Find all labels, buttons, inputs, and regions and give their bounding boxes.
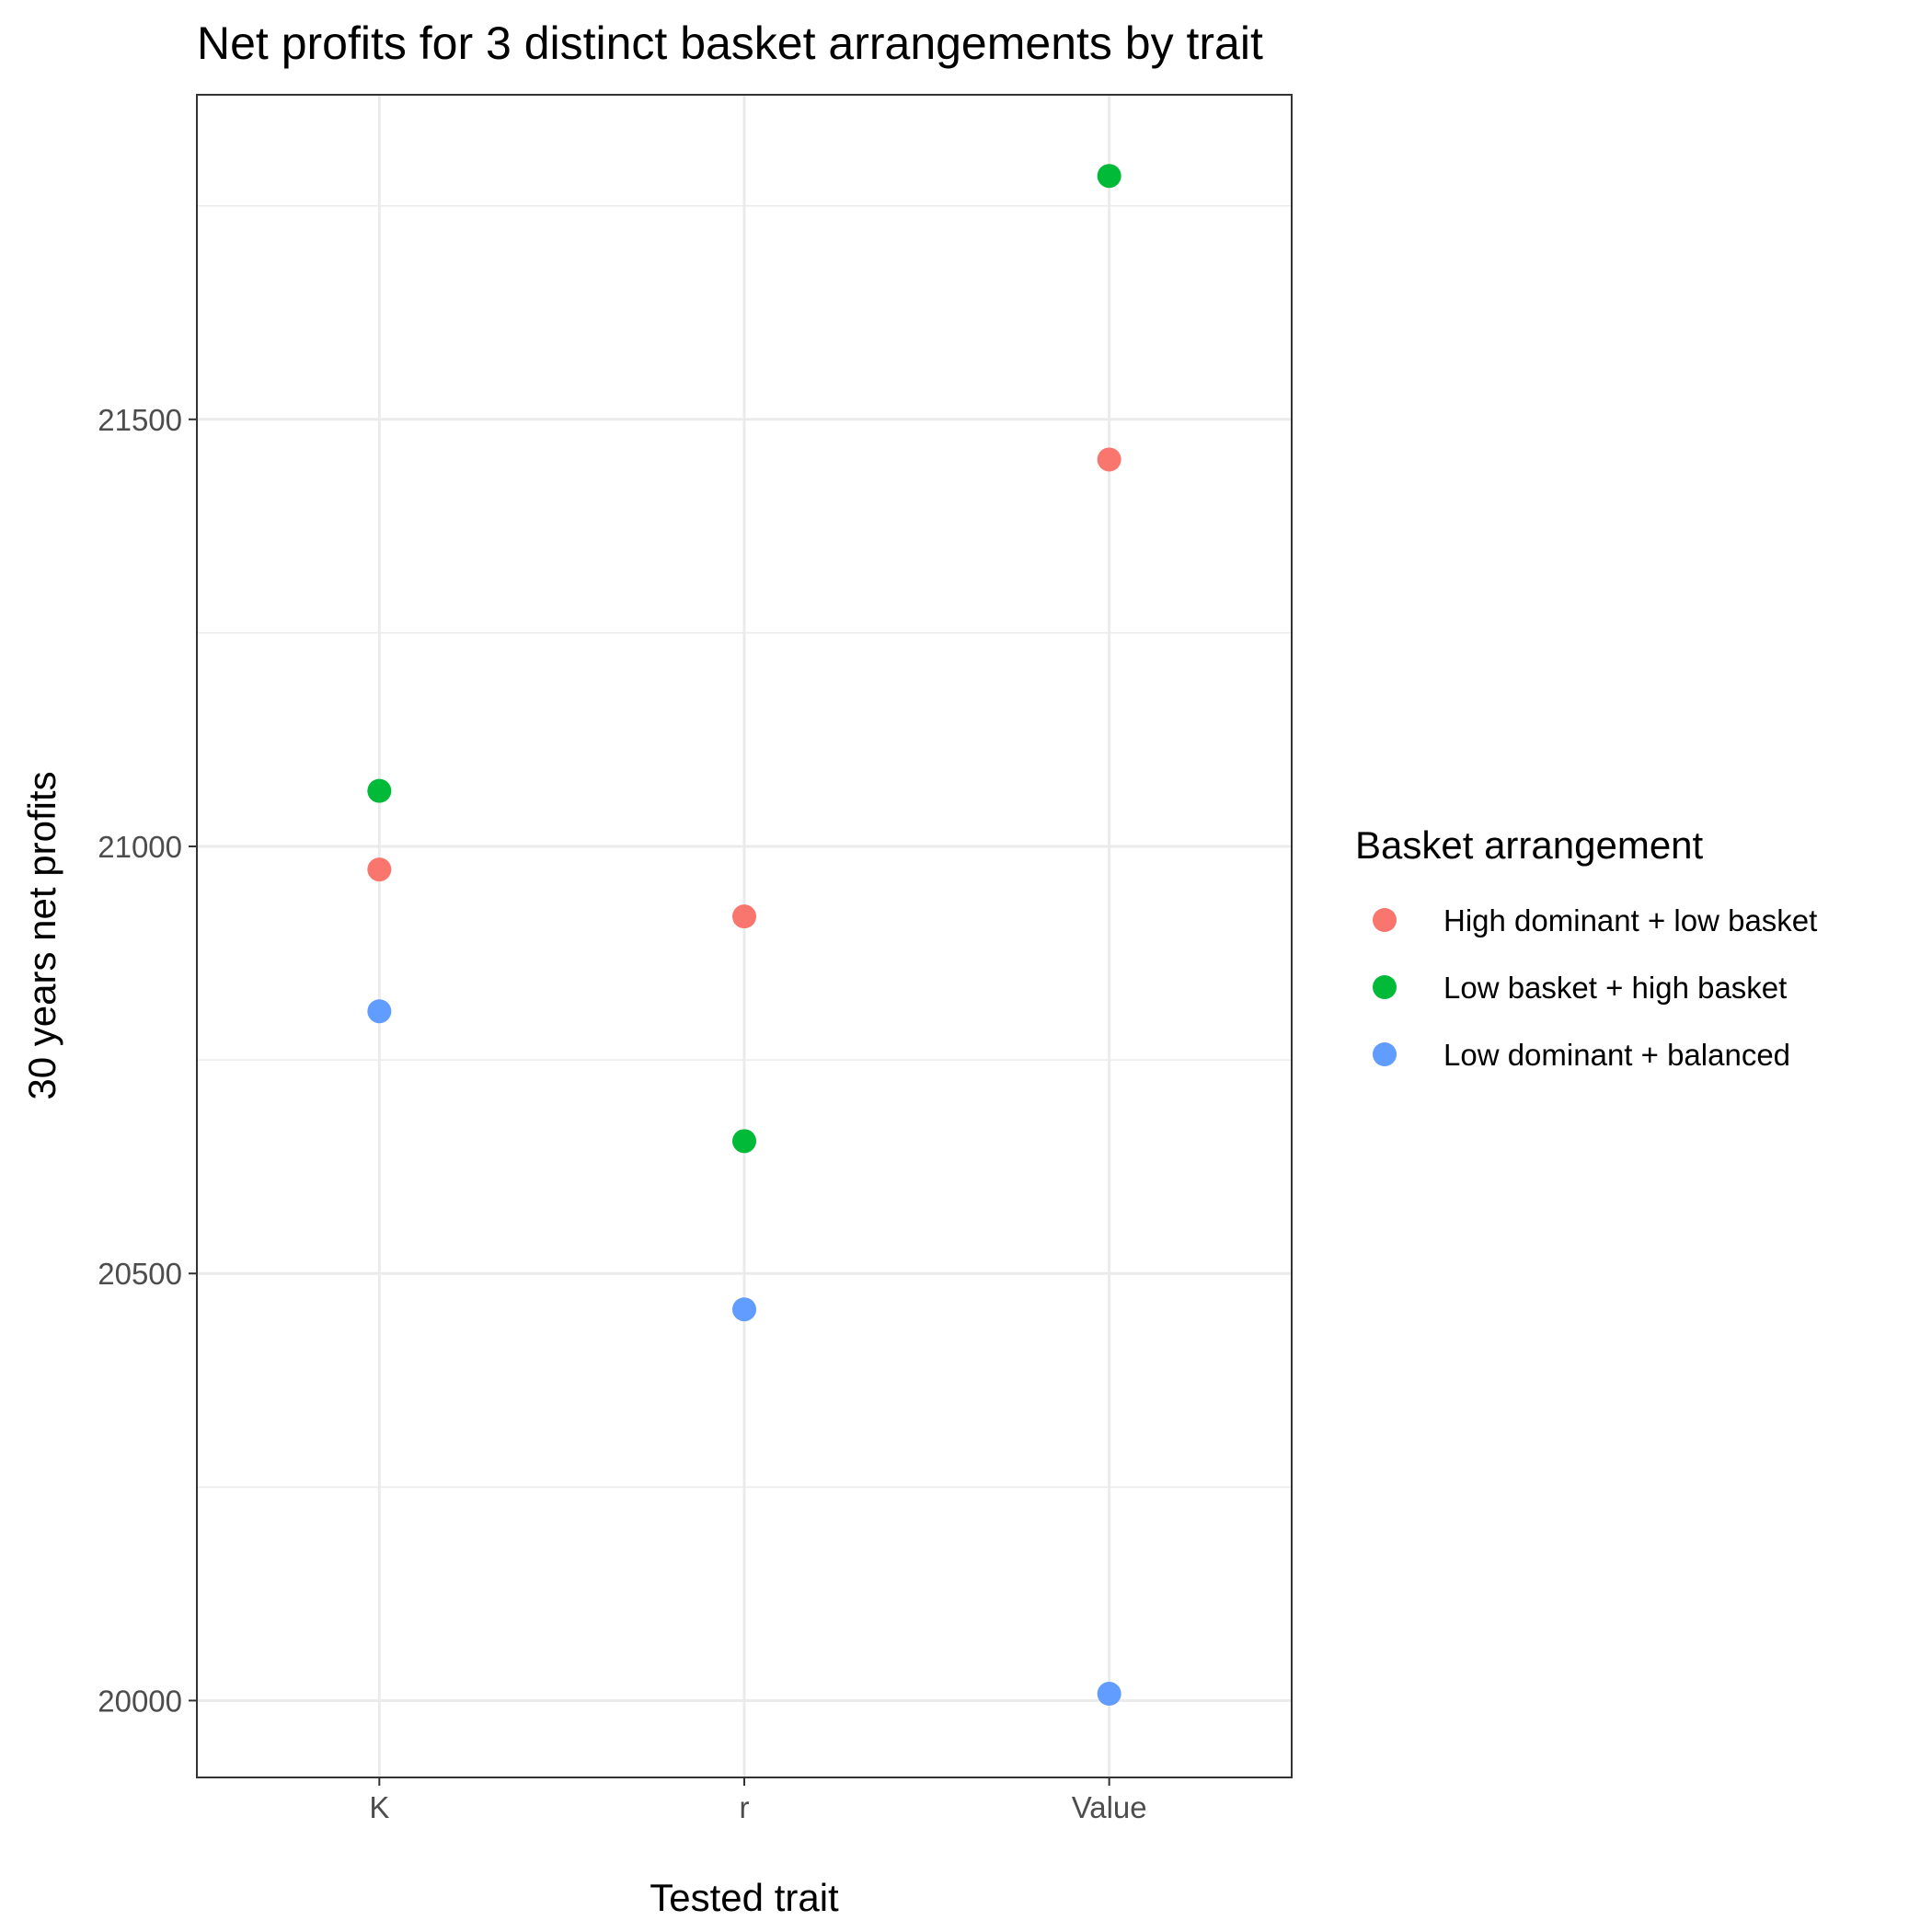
y-tick-label: 20500: [98, 1257, 182, 1291]
plot-panel: [196, 94, 1293, 1778]
legend-label: Low dominant + balanced: [1443, 1038, 1790, 1072]
data-point: [367, 857, 392, 882]
legend-title: Basket arrangement: [1355, 823, 1704, 867]
legend-key: [1373, 1042, 1397, 1066]
legend-label: High dominant + low basket: [1443, 903, 1817, 937]
data-point: [367, 778, 392, 803]
data-point: [732, 1297, 756, 1322]
data-point: [732, 1129, 756, 1154]
x-tick-label: r: [740, 1790, 750, 1824]
data-point: [1097, 447, 1121, 472]
chart-title: Net profits for 3 distinct basket arrang…: [197, 17, 1263, 69]
y-tick-label: 21500: [98, 403, 182, 437]
legend: Basket arrangement High dominant + low b…: [1355, 823, 1817, 1072]
grid-major: [197, 95, 1292, 1777]
data-point: [1097, 1682, 1121, 1707]
data-points: [367, 164, 1121, 1707]
data-point: [367, 999, 392, 1024]
legend-key: [1373, 975, 1397, 999]
y-axis: 20000 20500 21000 21500: [98, 403, 197, 1718]
legend-items: High dominant + low basket Low basket + h…: [1373, 903, 1817, 1072]
y-tick-label: 21000: [98, 830, 182, 864]
x-axis-title: Tested trait: [650, 1876, 839, 1919]
data-point: [1097, 164, 1121, 189]
data-point: [732, 904, 756, 929]
x-tick-label: Value: [1072, 1790, 1147, 1824]
y-tick-label: 20000: [98, 1684, 182, 1718]
legend-label: Low basket + high basket: [1443, 971, 1787, 1005]
y-axis-title: 30 years net profits: [20, 771, 63, 1099]
legend-key: [1373, 908, 1397, 932]
x-tick-label: K: [369, 1790, 389, 1824]
